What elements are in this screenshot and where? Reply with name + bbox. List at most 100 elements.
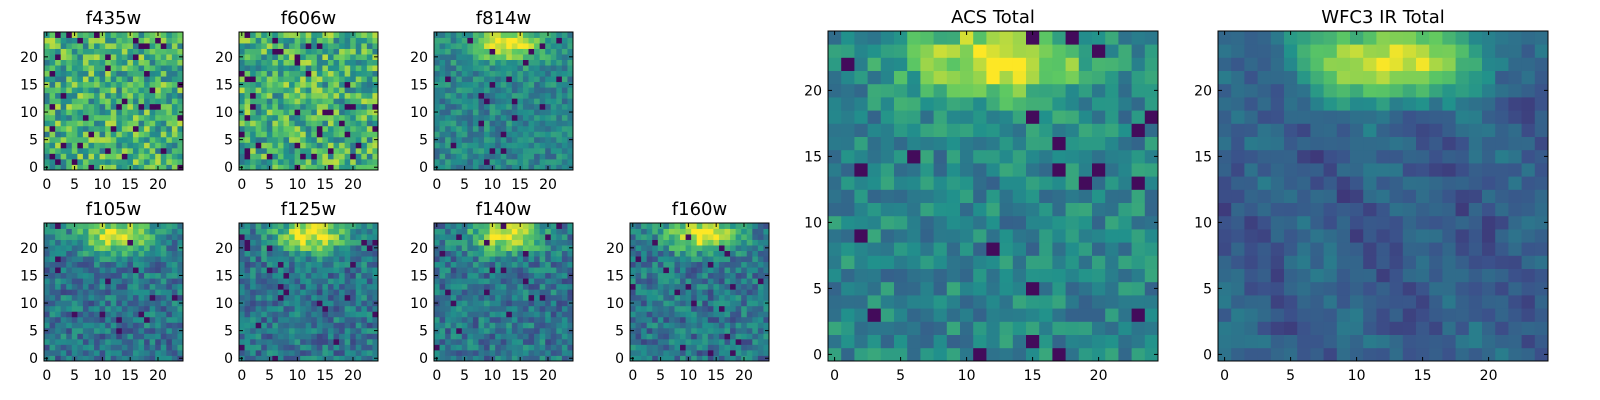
- heatmap-cell: [138, 250, 145, 257]
- heatmap-cell: [177, 120, 184, 127]
- heatmap-cell: [545, 109, 552, 116]
- heatmap-cell: [266, 114, 273, 121]
- heatmap-cell: [472, 92, 479, 99]
- heatmap-cell: [880, 215, 895, 230]
- heatmap-cell: [132, 300, 139, 307]
- heatmap-cell: [724, 338, 731, 345]
- heatmap-cell: [635, 245, 642, 251]
- heatmap-cell: [506, 87, 513, 94]
- heatmap-cell: [763, 322, 770, 329]
- heatmap-cell: [250, 131, 257, 138]
- heatmap-cell: [266, 59, 273, 66]
- heatmap-cell: [77, 103, 84, 110]
- heatmap-cell: [668, 223, 675, 229]
- heatmap-cell: [534, 289, 541, 296]
- heatmap-cell: [166, 76, 173, 83]
- heatmap-cell: [350, 81, 357, 88]
- heatmap-cell: [567, 76, 574, 83]
- heatmap-cell: [44, 87, 50, 94]
- heatmap-cell: [166, 305, 173, 312]
- heatmap-cell: [149, 70, 156, 77]
- heatmap-cell: [472, 81, 479, 88]
- heatmap-cell: [66, 245, 73, 251]
- x-tick-label: 10: [679, 368, 697, 384]
- heatmap-cell: [344, 228, 351, 235]
- heatmap-cell: [511, 289, 518, 296]
- heatmap-cell: [322, 283, 329, 290]
- heatmap-cell: [1065, 242, 1080, 256]
- heatmap-cell: [333, 300, 340, 307]
- heatmap-cell: [854, 334, 868, 349]
- heatmap-cell: [239, 256, 245, 263]
- heatmap-cell: [327, 98, 334, 105]
- heatmap-cell: [657, 311, 664, 318]
- heatmap-cell: [311, 120, 318, 127]
- heatmap-cell: [528, 65, 535, 72]
- heatmap-cell: [116, 54, 123, 60]
- heatmap-cell: [472, 54, 479, 60]
- heatmap-cell: [289, 355, 295, 362]
- heatmap-cell: [138, 142, 145, 149]
- heatmap-cell: [110, 355, 117, 362]
- heatmap-cell: [49, 349, 56, 356]
- heatmap-cell: [261, 153, 268, 160]
- heatmap-cell: [746, 344, 753, 351]
- heatmap-cell: [311, 98, 318, 105]
- heatmap-cell: [894, 189, 908, 203]
- heatmap-cell: [277, 355, 284, 362]
- heatmap-cell: [867, 321, 882, 335]
- heatmap-cell: [294, 59, 301, 66]
- heatmap-cell: [105, 344, 112, 351]
- heatmap-cell: [155, 153, 162, 160]
- heatmap-cell: [350, 333, 357, 340]
- heatmap-cell: [450, 256, 457, 263]
- heatmap-cell: [255, 311, 262, 318]
- heatmap-cell: [160, 289, 167, 296]
- heatmap-cell: [272, 272, 279, 279]
- heatmap-cell: [730, 294, 737, 301]
- heatmap-cell: [289, 349, 295, 356]
- heatmap-cell: [82, 245, 89, 251]
- heatmap-cell: [49, 65, 56, 72]
- heatmap-cell: [283, 256, 290, 263]
- heatmap-cell: [1105, 268, 1119, 283]
- heatmap-cell: [283, 294, 290, 301]
- heatmap-cell: [250, 256, 257, 263]
- heatmap-cell: [300, 142, 307, 149]
- x-tick-label: 15: [316, 177, 334, 193]
- heatmap-cell: [305, 338, 312, 345]
- heatmap-cell: [277, 261, 284, 268]
- heatmap-cell: [311, 250, 318, 257]
- heatmap-cell: [567, 322, 574, 329]
- heatmap-cell: [461, 158, 468, 165]
- heatmap-cell: [1118, 176, 1132, 190]
- heatmap-cell: [489, 234, 496, 240]
- heatmap-cell: [1078, 215, 1093, 230]
- heatmap-cell: [506, 283, 513, 290]
- heatmap-cell: [239, 142, 245, 149]
- heatmap-cell: [1144, 189, 1159, 203]
- heatmap-cell: [71, 87, 78, 94]
- heatmap-cell: [272, 283, 279, 290]
- heatmap-cell: [556, 147, 563, 154]
- heatmap-cell: [561, 344, 568, 351]
- heatmap-cell: [82, 300, 89, 307]
- heatmap-cell: [110, 349, 117, 356]
- heatmap-cell: [294, 43, 301, 49]
- heatmap-cell: [1131, 229, 1146, 243]
- heatmap-cell: [144, 305, 151, 312]
- heatmap-cell: [266, 37, 273, 44]
- heatmap-cell: [550, 239, 557, 246]
- heatmap-cell: [545, 147, 552, 154]
- heatmap-cell: [155, 311, 162, 318]
- heatmap-cell: [741, 228, 748, 235]
- heatmap-cell: [77, 136, 84, 143]
- heatmap-cell: [550, 114, 557, 121]
- heatmap-cell: [88, 234, 95, 240]
- heatmap-cell: [439, 131, 446, 138]
- heatmap-cell: [741, 245, 748, 251]
- heatmap-cell: [735, 322, 742, 329]
- heatmap-cell: [461, 43, 468, 49]
- heatmap-cell: [266, 65, 273, 72]
